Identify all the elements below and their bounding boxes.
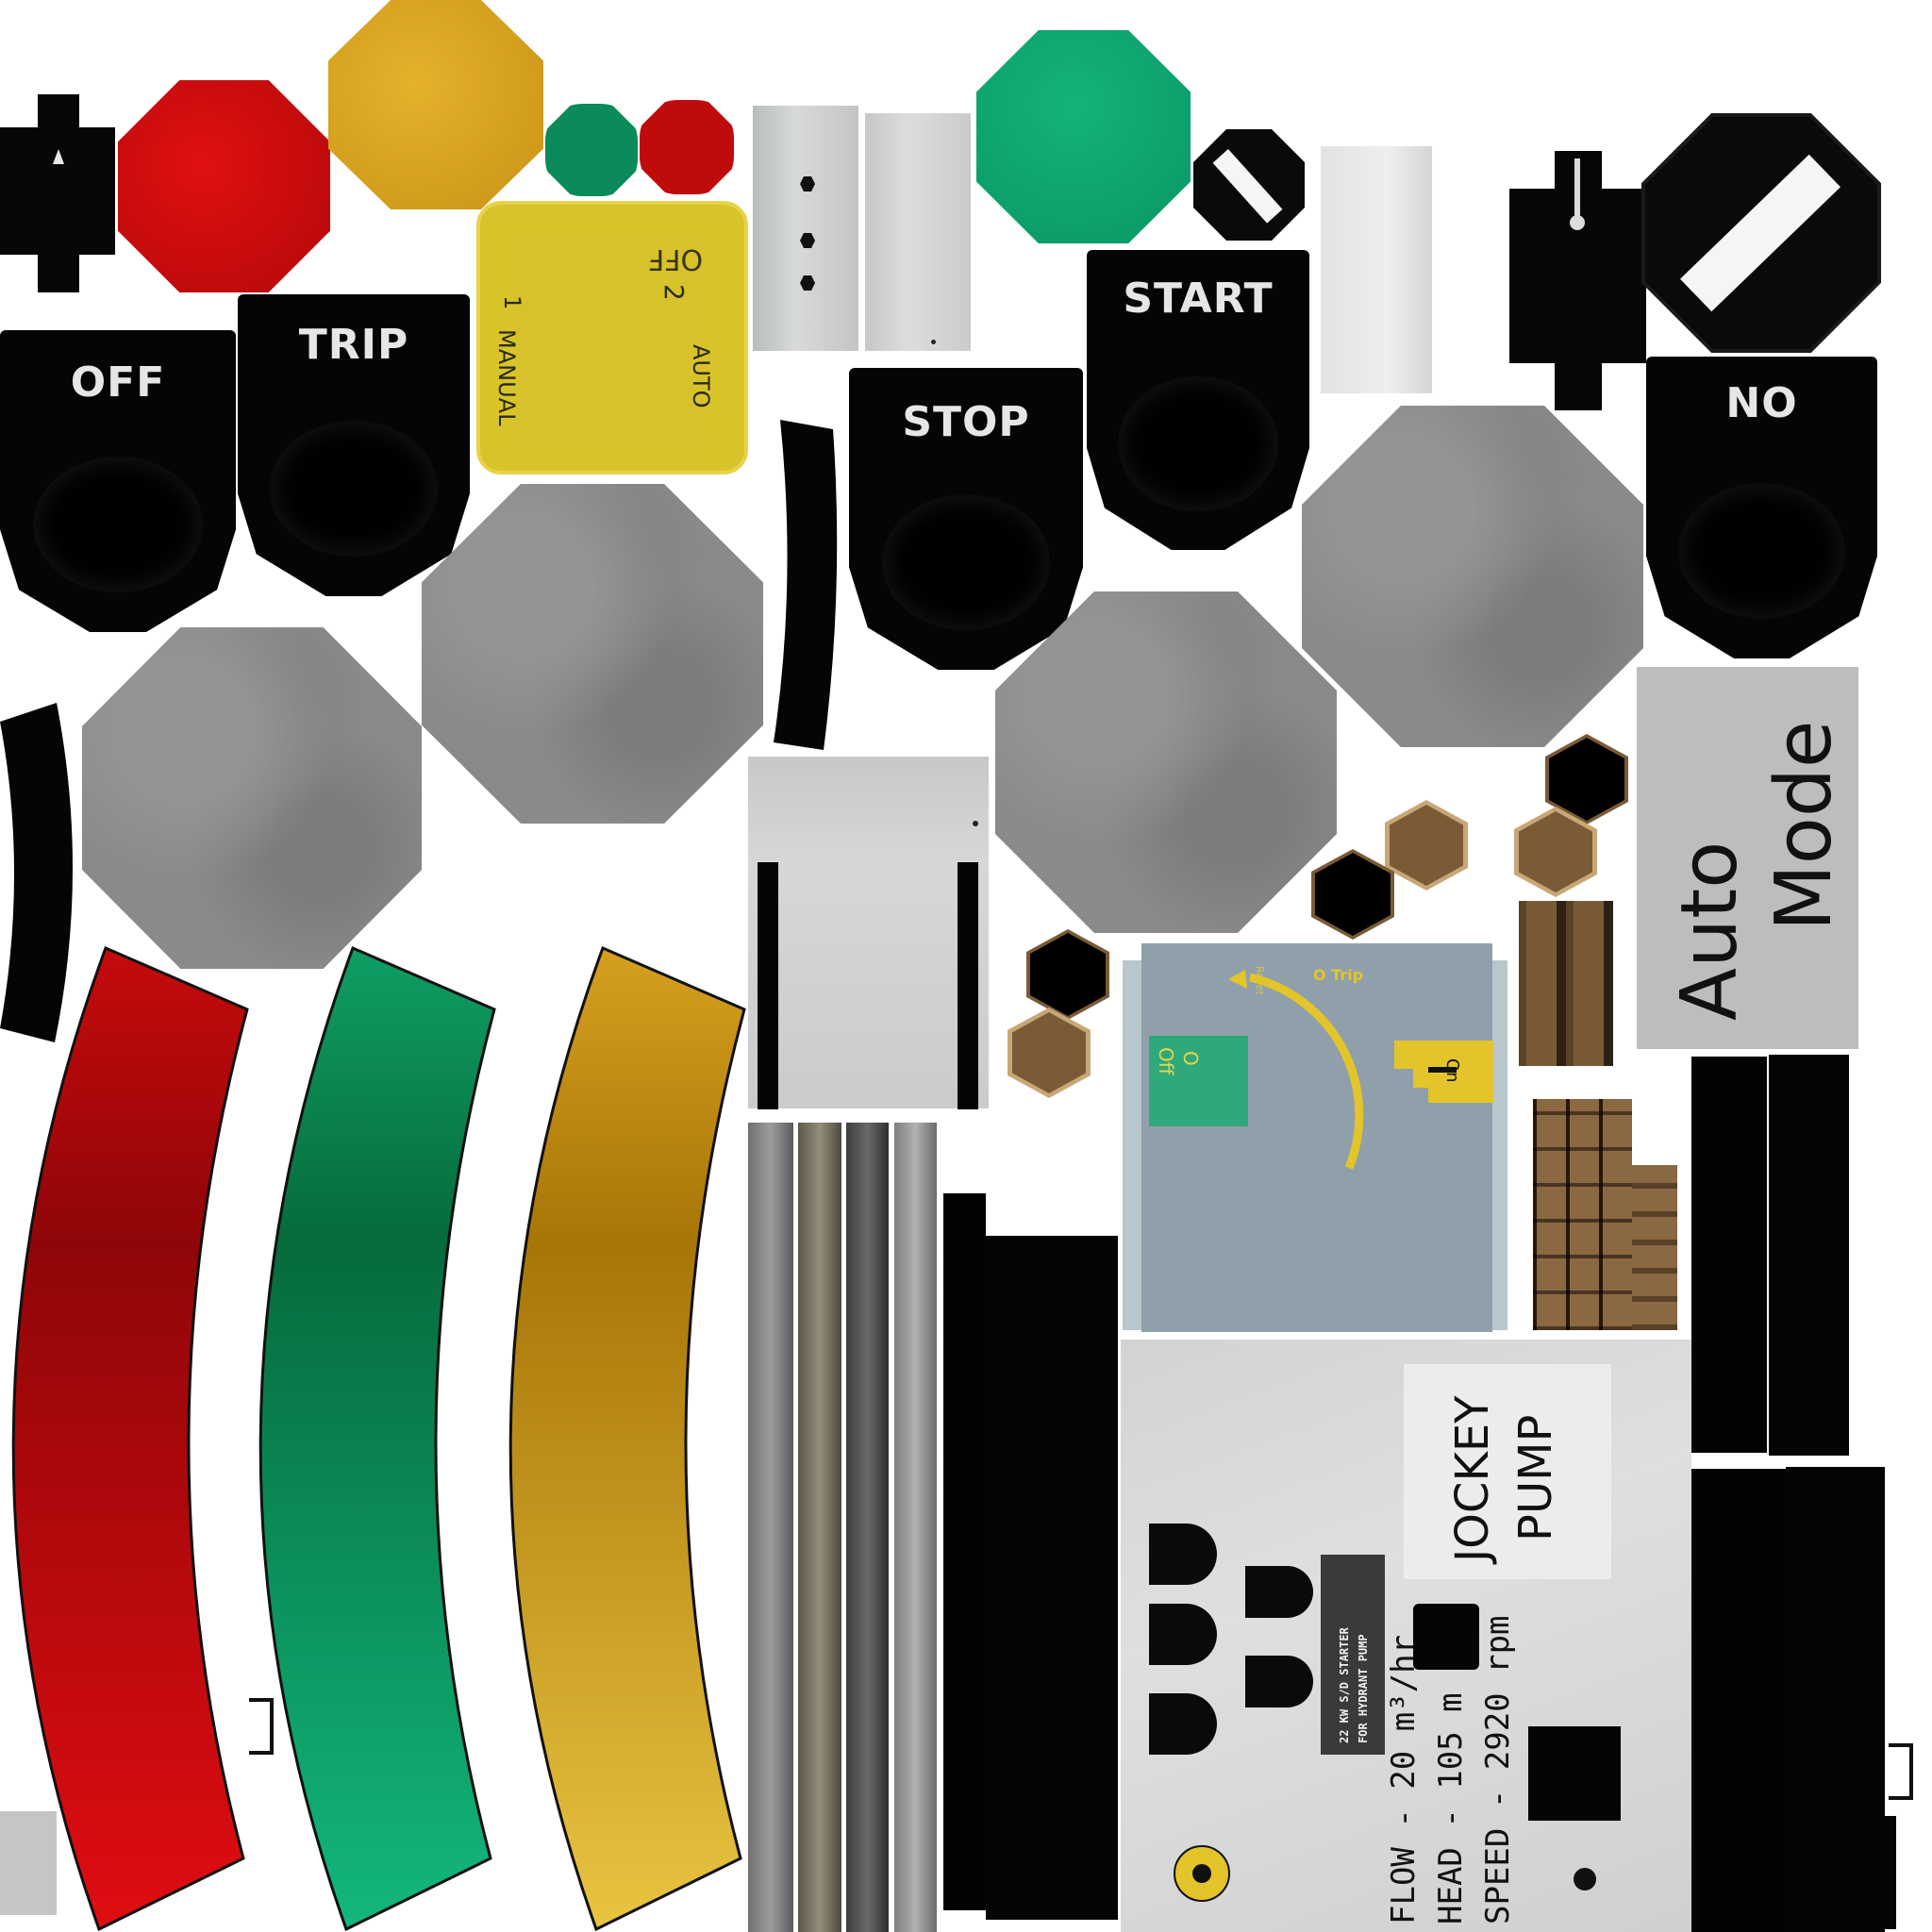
red-cap-large xyxy=(118,80,330,292)
breaker-trip-label: O Trip xyxy=(1313,966,1364,984)
steel-housing xyxy=(748,757,989,1109)
hex-tile xyxy=(1008,1008,1091,1098)
hex-tile xyxy=(1311,849,1394,940)
starter-plate-line1: 22 KW S/D STARTER xyxy=(1338,1627,1351,1743)
black-panel-5 xyxy=(1691,1469,1786,1932)
start-button-cap: START xyxy=(1087,250,1309,550)
brown-strip xyxy=(1519,901,1613,1066)
amber-cap-large xyxy=(328,0,543,209)
black-panel-1 xyxy=(943,1193,986,1910)
jockey-pump-panel: JOCKEY PUMP 22 KW S/D STARTER FOR HYDRAN… xyxy=(1121,1340,1691,1932)
black-panel-6 xyxy=(1786,1467,1885,1932)
brown-grid-strip xyxy=(1533,1099,1632,1330)
auto-mode-line1: Auto xyxy=(1665,841,1755,1021)
rotary-handle-left xyxy=(0,94,115,292)
stop-button-label: STOP xyxy=(902,398,1030,446)
auto-mode-line2: Mode xyxy=(1759,720,1849,931)
selector-plate: OFF 1 2 MANUAL AUTO xyxy=(476,201,748,475)
breaker-panel: O Off O Trip Reset On xyxy=(1123,943,1507,1332)
white-strip xyxy=(1321,146,1432,393)
breaker-dial-arc xyxy=(1228,970,1364,1170)
small-bracket xyxy=(249,1698,274,1755)
slot-knob-icon xyxy=(1679,154,1841,312)
pump-name-line1: JOCKEY xyxy=(1446,1395,1499,1562)
start-button-label: START xyxy=(1123,275,1274,323)
amber-arc-band xyxy=(508,945,746,1932)
curved-black-strip-left xyxy=(0,703,74,1042)
gray-octagon-1 xyxy=(422,484,763,824)
steel-bar-4 xyxy=(894,1123,937,1932)
red-arc-band xyxy=(11,945,249,1932)
hex-screw-icon xyxy=(800,176,815,192)
breaker-off-tag: O Off xyxy=(1149,1036,1248,1126)
auto-mode-label-plate: Auto Mode xyxy=(1637,667,1858,1049)
hex-tile xyxy=(1385,800,1468,891)
black-panel-4 xyxy=(1769,1055,1849,1456)
selector-auto-label: AUTO xyxy=(688,344,714,408)
brown-strip-small xyxy=(1632,1165,1677,1330)
screw-hole xyxy=(1574,1868,1596,1890)
starter-nameplate: 22 KW S/D STARTER FOR HYDRANT PUMP xyxy=(1321,1555,1385,1755)
selector-off-label: OFF xyxy=(648,242,704,275)
breaker-reset-label: Reset xyxy=(1254,966,1266,995)
stop-button-cap: STOP xyxy=(849,368,1083,670)
trip-button-label: TRIP xyxy=(298,321,409,369)
selector-pos-1: 1 xyxy=(499,295,525,310)
hex-tile xyxy=(1026,929,1109,1020)
slot-knob-small xyxy=(1193,129,1305,241)
pump-name-line2: PUMP xyxy=(1509,1414,1562,1541)
indicator-square-large xyxy=(1528,1726,1621,1821)
gray-octagon-3 xyxy=(1302,406,1643,747)
steel-bar-2 xyxy=(798,1123,841,1932)
curved-black-strip-mid xyxy=(774,420,838,750)
slot-knob-large xyxy=(1641,113,1881,353)
red-cap-small xyxy=(640,100,734,194)
breaker-face xyxy=(1141,943,1492,1332)
steel-bar-1 xyxy=(748,1123,793,1932)
no-button-label: NO xyxy=(1725,379,1798,427)
selector-pos-2: 2 xyxy=(658,284,690,301)
black-panel-3 xyxy=(1691,1057,1767,1453)
slot-knob-icon xyxy=(1212,149,1283,224)
gray-octagon-2 xyxy=(82,627,422,969)
gray-octagon-4 xyxy=(995,591,1337,933)
steel-strip-plain xyxy=(865,113,971,351)
pump-head-spec: HEAD - 105 m xyxy=(1432,1692,1470,1924)
selector-manual-label: MANUAL xyxy=(493,329,520,426)
black-panel-2 xyxy=(986,1236,1118,1920)
steel-strip-with-screws xyxy=(753,106,858,351)
rotary-handle-right xyxy=(1509,151,1646,410)
steel-scrap xyxy=(0,1811,57,1915)
no-button-cap: NO xyxy=(1646,357,1877,658)
pump-flow-spec: FLOW - 20 m³/hr xyxy=(1385,1634,1423,1924)
breaker-on-label: On xyxy=(1442,1058,1462,1083)
small-bracket-right xyxy=(1889,1743,1913,1800)
pump-speed-spec: SPEED - 2920 rpm xyxy=(1479,1615,1517,1924)
green-cap-large xyxy=(976,30,1191,243)
padlock-ring-icon xyxy=(1174,1845,1230,1902)
green-cap-small xyxy=(545,104,638,196)
steel-bar-3 xyxy=(846,1123,889,1932)
breaker-on-tag xyxy=(1394,1041,1493,1103)
hex-screw-icon xyxy=(800,233,815,248)
off-button-cap: OFF xyxy=(0,330,236,632)
starter-plate-line2: FOR HYDRANT PUMP xyxy=(1357,1634,1370,1743)
green-arc-band xyxy=(258,945,496,1932)
indicator-square xyxy=(1413,1604,1479,1670)
trip-button-cap: TRIP xyxy=(238,294,470,596)
black-scrap xyxy=(1877,1816,1896,1929)
hex-screw-icon xyxy=(800,275,815,291)
off-button-label: OFF xyxy=(70,358,166,407)
arrow-up-icon xyxy=(53,149,64,164)
pump-name-label: JOCKEY PUMP xyxy=(1404,1364,1611,1579)
